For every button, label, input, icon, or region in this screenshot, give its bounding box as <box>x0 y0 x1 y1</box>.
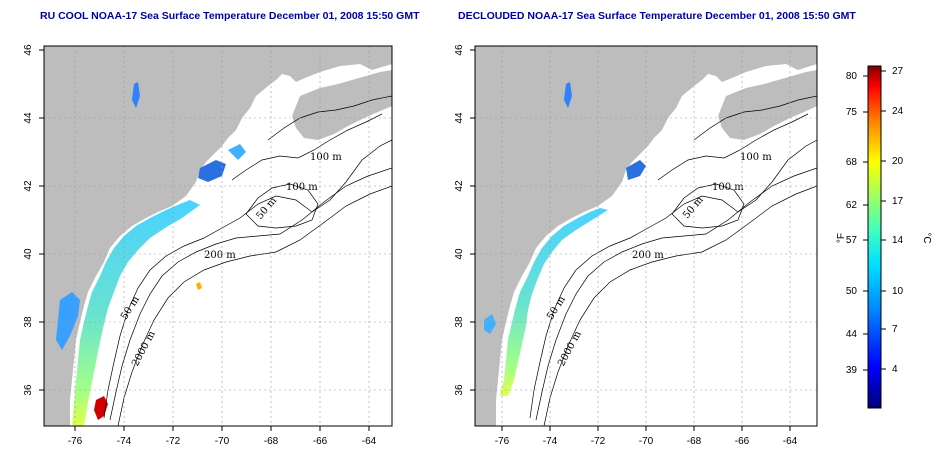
lat-tick-label: 42 <box>23 180 34 192</box>
lat-tick-label: 38 <box>23 316 34 328</box>
lon-tick-label: -68 <box>687 436 702 447</box>
isobath-gulf-maine <box>231 113 383 181</box>
contour-label: 100 m <box>740 152 772 163</box>
celsius-tick: 17 <box>892 196 904 207</box>
contour-label: 100 m <box>310 152 342 163</box>
fahrenheit-tick: 50 <box>846 286 858 297</box>
contour-label: 100 m <box>286 182 318 193</box>
celsius-tick: 10 <box>892 286 904 297</box>
isobath-200m <box>109 167 392 421</box>
isobath-gulf-maine <box>657 113 809 181</box>
lat-tick-label: 40 <box>23 248 34 260</box>
lon-tick-label: -64 <box>783 436 798 447</box>
celsius-tick: 14 <box>892 235 904 246</box>
celsius-tick: 4 <box>892 364 898 375</box>
lat-tick-label: 36 <box>23 384 34 396</box>
left-map-title: RU COOL NOAA-17 Sea Surface Temperature … <box>40 10 420 22</box>
lat-tick-label: 44 <box>23 112 34 124</box>
lat-tick-label: 46 <box>23 44 34 56</box>
land-nova-scotia <box>292 70 392 140</box>
axis-ticks <box>39 49 370 431</box>
lon-tick-label: -74 <box>543 436 558 447</box>
fahrenheit-tick: 80 <box>846 71 858 82</box>
isobath-200m <box>535 167 817 421</box>
lon-tick-label: -74 <box>117 436 132 447</box>
fahrenheit-tick: 44 <box>846 329 858 340</box>
lat-tick-label: 40 <box>454 248 465 260</box>
land-mass <box>475 46 817 426</box>
fahrenheit-tick: 39 <box>846 365 858 376</box>
temperature-colorbar: 80 75 68 62 57 50 44 39 27 24 20 17 14 1… <box>836 65 932 409</box>
fahrenheit-tick: 57 <box>846 235 858 246</box>
isobath-100m <box>529 139 817 419</box>
fahrenheit-tick: 68 <box>846 157 858 168</box>
contour-label: 200 m <box>204 250 236 261</box>
graticule <box>475 46 817 426</box>
sst-gulf-maine-patch <box>198 160 226 182</box>
graticule <box>44 46 392 426</box>
land-newfoundland <box>360 46 392 66</box>
sst-warm-patch <box>196 282 202 290</box>
lat-tick-label: 44 <box>454 112 465 124</box>
right-map-panel: 100 m 100 m 50 m 200 m 50 m 2000 m <box>454 44 818 447</box>
lon-tick-label: -72 <box>591 436 606 447</box>
celsius-tick: 20 <box>892 156 904 167</box>
celsius-unit-label: °C <box>921 232 932 243</box>
sst-inland-lake <box>564 82 572 108</box>
isobath-shelf-north <box>693 95 817 141</box>
isobath-2000m <box>543 185 817 426</box>
isobath-georges-bank <box>671 183 745 229</box>
sst-gulf-maine-patch <box>626 160 646 180</box>
celsius-tick: 24 <box>892 106 904 117</box>
lat-tick-label: 36 <box>454 384 465 396</box>
isobath-georges-bank <box>245 183 319 229</box>
sst-cape-cod-patch <box>228 144 246 160</box>
contour-label: 100 m <box>712 182 744 193</box>
map-frame <box>43 45 393 427</box>
celsius-tick: 27 <box>892 66 904 77</box>
lon-tick-label: -66 <box>313 436 328 447</box>
lat-tick-label: 38 <box>454 316 465 328</box>
lon-tick-label: -72 <box>166 436 181 447</box>
sst-bays <box>484 314 496 334</box>
sst-coastal-band <box>72 200 200 426</box>
lon-tick-label: -70 <box>639 436 654 447</box>
colorbar-scale <box>867 65 882 409</box>
fahrenheit-tick: 75 <box>846 107 858 118</box>
lon-tick-label: -76 <box>495 436 510 447</box>
lon-tick-label: -76 <box>68 436 83 447</box>
sst-bays <box>56 292 80 350</box>
celsius-tick: 7 <box>892 324 898 335</box>
left-map-panel: 100 m 100 m 50 m 200 m 50 m 2000 m <box>23 44 393 447</box>
lon-tick-label: -64 <box>362 436 377 447</box>
lat-tick-label: 46 <box>454 44 465 56</box>
axis-ticks <box>470 49 791 431</box>
sst-inland-lake <box>132 82 140 108</box>
land-newfoundland <box>786 46 817 66</box>
lat-tick-label: 42 <box>454 180 465 192</box>
lon-tick-label: -70 <box>215 436 230 447</box>
lon-tick-label: -66 <box>735 436 750 447</box>
right-map-title: DECLOUDED NOAA-17 Sea Surface Temperatur… <box>458 10 856 22</box>
isobath-2000m <box>117 185 392 426</box>
fahrenheit-unit-label: °F <box>836 233 847 243</box>
land-nova-scotia <box>718 70 817 140</box>
lon-tick-label: -68 <box>264 436 279 447</box>
sst-coastal-band <box>500 208 608 396</box>
land-mass <box>44 46 392 426</box>
contour-label: 200 m <box>632 250 664 261</box>
fahrenheit-tick: 62 <box>846 200 858 211</box>
